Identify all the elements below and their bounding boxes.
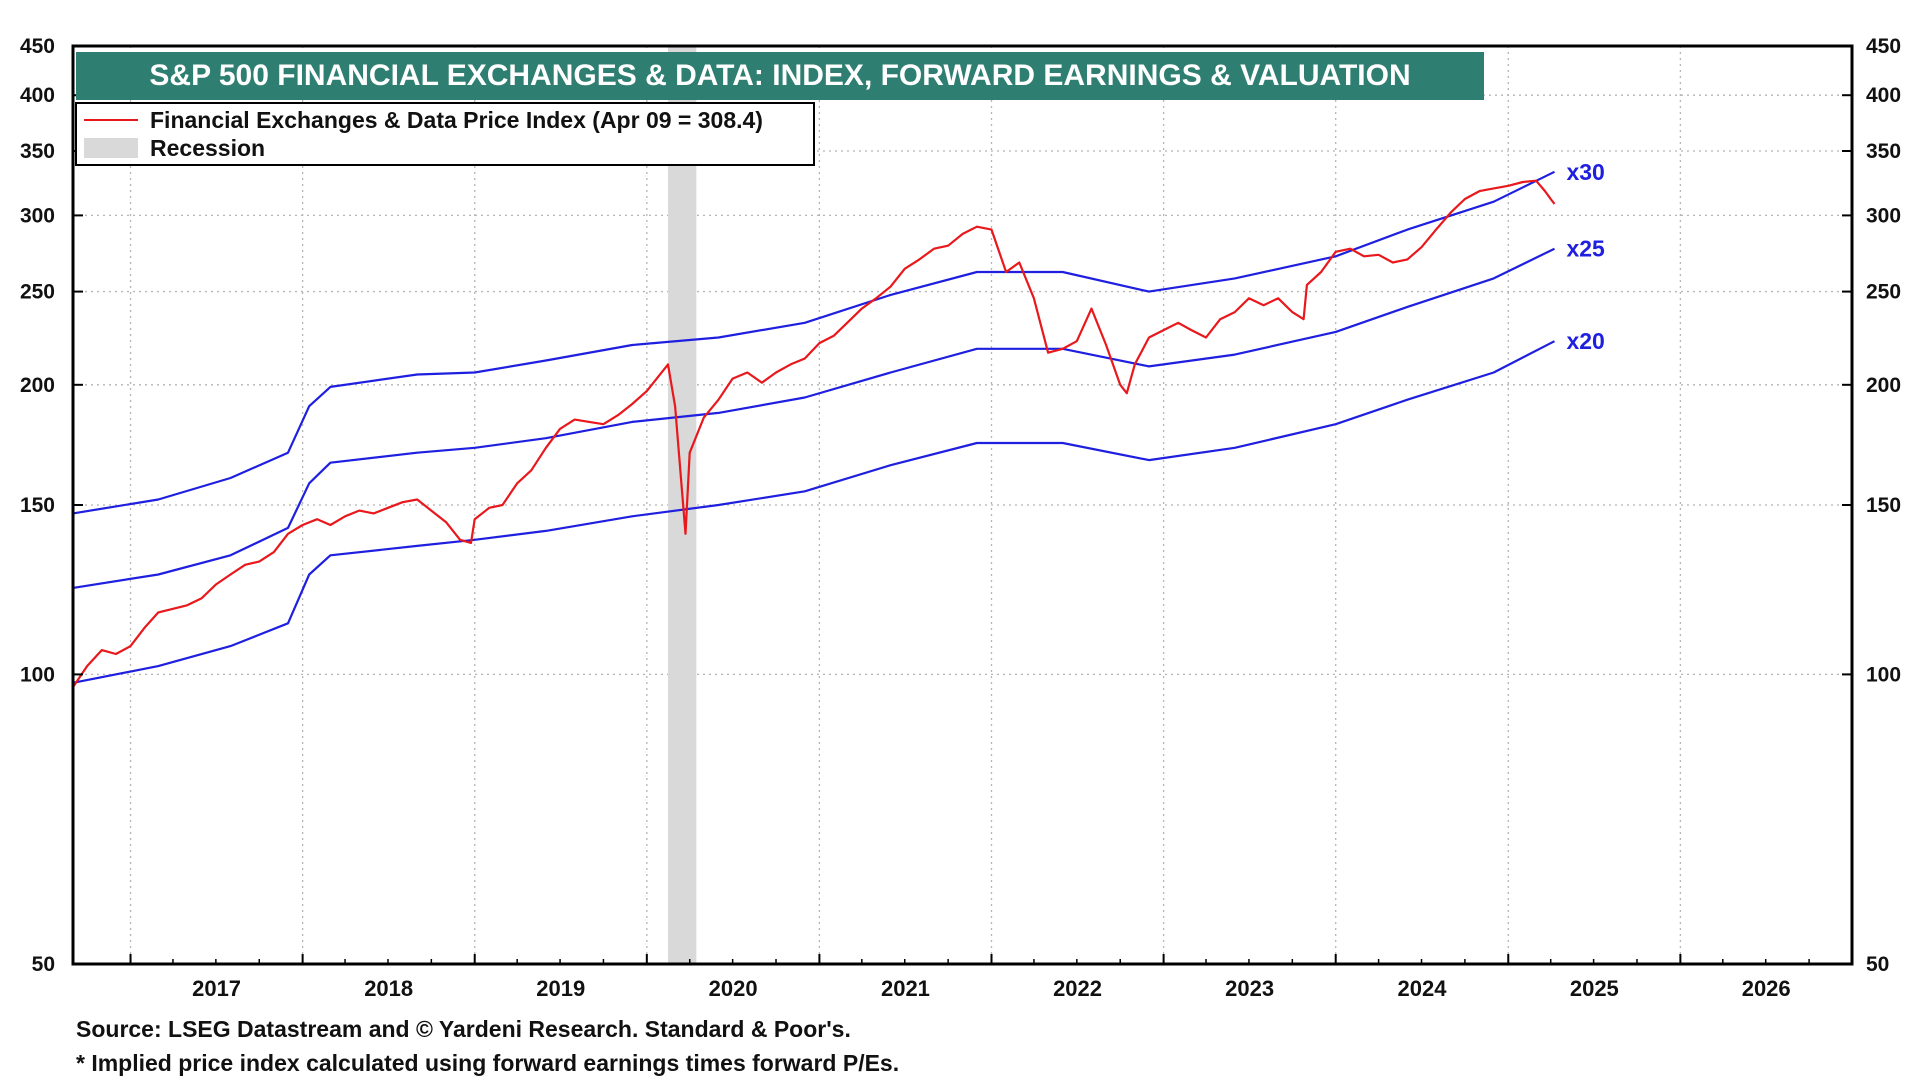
y-tick-label: 400 bbox=[20, 84, 55, 107]
x-axis: 2017 2018 2019 2020 2021 2022 2023 2024 2025 2026 bbox=[129, 954, 1810, 1001]
multiple-label-x25: x25 bbox=[1566, 236, 1605, 262]
series-layer bbox=[72, 170, 1556, 688]
multiple-label-x20: x20 bbox=[1566, 328, 1604, 354]
source-note: Source: LSEG Datastream and © Yardeni Re… bbox=[76, 1016, 851, 1042]
y-axis-left: 50 100 150 200 250 300 350 400 450 bbox=[20, 35, 83, 976]
footnote: * Implied price index calculated using f… bbox=[76, 1050, 899, 1076]
y-tick-label: 50 bbox=[1866, 953, 1889, 976]
x-tick-label: 2022 bbox=[1053, 976, 1102, 1001]
legend-label-recession: Recession bbox=[150, 135, 265, 161]
x-tick-label: 2017 bbox=[192, 976, 241, 1001]
chart-title: S&P 500 FINANCIAL EXCHANGES & DATA: INDE… bbox=[149, 59, 1410, 92]
y-tick-label: 50 bbox=[32, 953, 55, 976]
y-tick-label: 250 bbox=[1866, 281, 1901, 304]
series-line-x30 bbox=[72, 170, 1555, 515]
x-tick-label: 2024 bbox=[1398, 976, 1448, 1001]
x-tick-label: 2018 bbox=[364, 976, 413, 1001]
legend-box bbox=[75, 102, 815, 166]
y-tick-label: 150 bbox=[1866, 494, 1901, 517]
series-line-x20 bbox=[72, 340, 1556, 684]
y-tick-label: 300 bbox=[20, 204, 55, 227]
x-tick-label: 2025 bbox=[1570, 976, 1619, 1001]
y-tick-label: 200 bbox=[20, 374, 55, 397]
y-tick-label: 350 bbox=[20, 140, 55, 163]
x-tick-label: 2020 bbox=[709, 976, 758, 1001]
x-tick-label: 2021 bbox=[881, 976, 930, 1001]
series-line-x25 bbox=[72, 247, 1555, 589]
y-tick-label: 150 bbox=[20, 494, 55, 517]
legend-label-index: Financial Exchanges & Data Price Index (… bbox=[150, 107, 763, 133]
y-tick-label: 450 bbox=[20, 35, 55, 58]
y-tick-label: 300 bbox=[1866, 204, 1901, 227]
legend-swatch-recession bbox=[84, 138, 138, 158]
legend: Financial Exchanges & Data Price Index (… bbox=[75, 102, 815, 166]
multiple-labels: x30 x25 x20 bbox=[1566, 159, 1605, 354]
y-tick-label: 250 bbox=[20, 281, 55, 304]
y-tick-label: 200 bbox=[1866, 374, 1901, 397]
y-tick-label: 350 bbox=[1866, 140, 1901, 163]
title-background bbox=[76, 52, 1484, 100]
y-tick-label: 400 bbox=[1866, 84, 1901, 107]
y-tick-label: 100 bbox=[20, 663, 55, 686]
y-tick-label: 450 bbox=[1866, 35, 1901, 58]
x-tick-label: 2026 bbox=[1742, 976, 1791, 1001]
series-line-financial-exchanges-data-price-index-apr-09-308-4- bbox=[72, 179, 1556, 688]
y-axis-right: 50 100 150 200 250 300 350 400 450 bbox=[1842, 35, 1901, 976]
x-tick-label: 2023 bbox=[1225, 976, 1274, 1001]
x-tick-label: 2019 bbox=[536, 976, 585, 1001]
y-tick-label: 100 bbox=[1866, 663, 1901, 686]
multiple-label-x30: x30 bbox=[1566, 159, 1604, 185]
title-banner: S&P 500 FINANCIAL EXCHANGES & DATA: INDE… bbox=[76, 52, 1484, 100]
